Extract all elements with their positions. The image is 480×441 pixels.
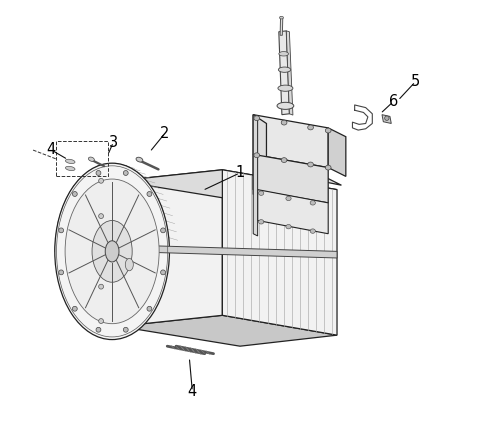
Ellipse shape (65, 159, 75, 164)
Ellipse shape (325, 165, 331, 170)
Ellipse shape (278, 85, 293, 91)
Polygon shape (253, 154, 328, 203)
Ellipse shape (88, 157, 95, 161)
Bar (56, 141, 108, 176)
Ellipse shape (65, 166, 75, 171)
Polygon shape (382, 115, 391, 123)
Polygon shape (119, 315, 337, 346)
Ellipse shape (259, 191, 264, 195)
Ellipse shape (281, 157, 287, 162)
Ellipse shape (277, 102, 294, 109)
Ellipse shape (147, 191, 152, 196)
Ellipse shape (254, 116, 260, 120)
Ellipse shape (325, 128, 331, 133)
Ellipse shape (259, 220, 264, 224)
Polygon shape (98, 172, 121, 325)
Ellipse shape (310, 201, 315, 205)
Ellipse shape (99, 178, 104, 183)
Ellipse shape (286, 196, 291, 201)
Ellipse shape (279, 52, 288, 56)
Ellipse shape (99, 318, 104, 324)
Ellipse shape (59, 228, 63, 233)
Polygon shape (286, 31, 293, 115)
Polygon shape (280, 17, 283, 35)
Ellipse shape (92, 220, 132, 282)
Ellipse shape (254, 153, 260, 158)
Ellipse shape (161, 270, 166, 275)
Ellipse shape (123, 327, 128, 332)
Text: 4: 4 (188, 384, 197, 399)
Polygon shape (119, 170, 222, 326)
Polygon shape (279, 31, 289, 115)
Text: 2: 2 (160, 126, 170, 141)
Polygon shape (258, 190, 328, 234)
Text: 1: 1 (235, 165, 245, 180)
Ellipse shape (123, 171, 128, 176)
Ellipse shape (99, 214, 104, 218)
Ellipse shape (286, 224, 291, 229)
Ellipse shape (105, 241, 119, 262)
Ellipse shape (59, 270, 63, 275)
Polygon shape (258, 163, 341, 185)
Ellipse shape (125, 258, 133, 271)
Ellipse shape (161, 228, 166, 233)
Polygon shape (119, 170, 337, 201)
Text: 5: 5 (411, 74, 420, 89)
Ellipse shape (96, 171, 101, 176)
Ellipse shape (55, 163, 169, 340)
Ellipse shape (72, 191, 77, 196)
Polygon shape (328, 128, 346, 176)
Ellipse shape (65, 179, 159, 324)
Ellipse shape (99, 284, 104, 289)
Ellipse shape (279, 16, 283, 19)
Polygon shape (222, 170, 337, 335)
Ellipse shape (278, 67, 291, 72)
Text: 3: 3 (109, 135, 118, 149)
Text: 4: 4 (47, 142, 56, 157)
Polygon shape (253, 115, 266, 201)
Ellipse shape (310, 229, 315, 233)
Polygon shape (253, 115, 328, 168)
Ellipse shape (308, 162, 313, 167)
Text: 6: 6 (389, 94, 398, 109)
Ellipse shape (72, 306, 77, 311)
Polygon shape (253, 115, 258, 236)
Ellipse shape (308, 125, 313, 130)
Ellipse shape (384, 116, 389, 120)
Ellipse shape (96, 327, 101, 332)
Ellipse shape (99, 249, 104, 254)
Ellipse shape (281, 120, 287, 125)
Ellipse shape (136, 157, 143, 162)
Polygon shape (119, 245, 337, 258)
Ellipse shape (147, 306, 152, 311)
